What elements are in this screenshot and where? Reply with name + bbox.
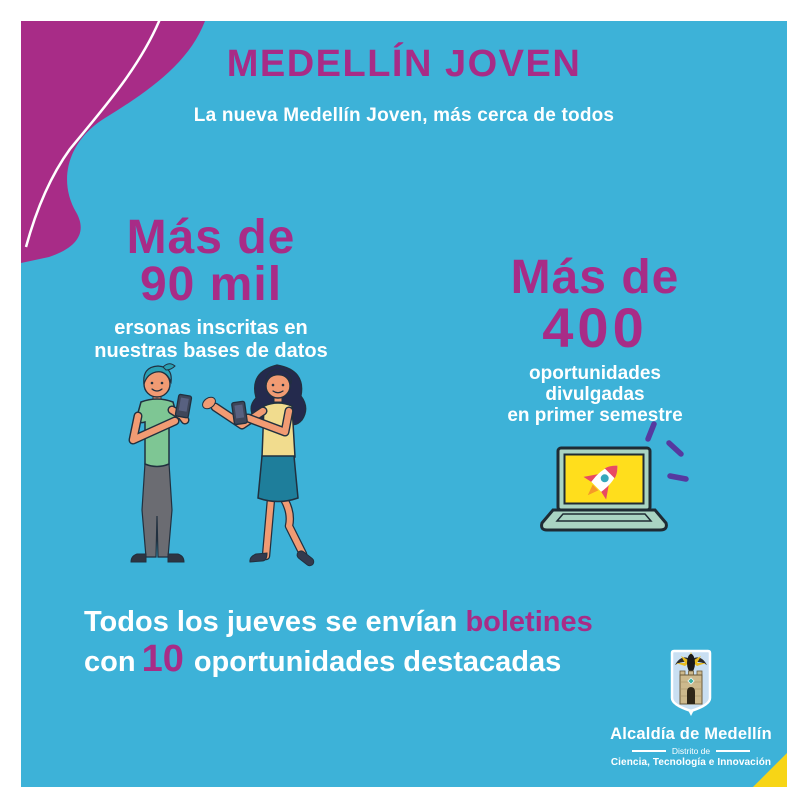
footer-line-2: con 10 oportunidades destacadas — [84, 638, 684, 681]
footer-highlight-number: 10 — [141, 638, 184, 680]
stat-desc-line: oportunidades — [529, 363, 661, 384]
sparkle-dashes-icon — [645, 421, 689, 482]
magenta-corner-blob-icon — [21, 21, 205, 263]
stat-desc-line: ersonas inscritas en — [114, 317, 308, 339]
stat-registered-people: Más de 90 mil ersonas inscritas en nuest… — [61, 211, 361, 363]
page-subtitle: La nueva Medellín Joven, más cerca de to… — [193, 105, 615, 126]
man-phone — [174, 393, 193, 419]
alcaldia-logo: Alcaldía de Medellín Distrito de Ciencia… — [606, 648, 776, 768]
footer-line-1: Todos los jueves se envían boletines — [84, 604, 684, 641]
people-with-phones-icon — [128, 363, 315, 567]
footer-highlight-boletines: boletines — [465, 606, 593, 638]
stat-value: 400 — [542, 296, 648, 359]
footer-text-part: Todos los jueves se envían — [84, 606, 458, 638]
page-title: MEDELLÍN JOVEN — [226, 43, 582, 85]
logo-department: Ciencia, Tecnología e Innovación — [610, 757, 772, 768]
rocket-icon — [583, 465, 618, 500]
stat-description: ersonas inscritas en nuestras bases de d… — [61, 317, 361, 363]
stat-description: oportunidades divulgadas en primer semes… — [465, 363, 725, 426]
rule-left — [631, 750, 666, 752]
woman-phone — [231, 400, 248, 426]
woman-figure — [202, 364, 315, 567]
infographic-card: MEDELLÍN JOVEN La nueva Medellín Joven, … — [21, 21, 787, 787]
stat-desc-line: nuestras bases de datos — [94, 340, 328, 362]
logo-org-name: Alcaldía de Medellín — [610, 725, 772, 743]
stat-intro: Más de — [510, 251, 680, 304]
stat-desc-line: en primer semestre — [507, 405, 683, 426]
yellow-corner-triangle-icon — [753, 753, 787, 787]
footer-message: Todos los jueves se envían boletines con… — [84, 604, 684, 681]
city-crest-icon — [670, 649, 712, 716]
laptop-rocket-icon — [540, 421, 689, 532]
stat-value: 90 mil — [139, 258, 283, 311]
man-figure — [128, 363, 193, 563]
rule-right — [716, 750, 751, 752]
footer-text-part: con — [84, 646, 136, 678]
logo-district-label: Distrito de — [671, 746, 711, 756]
logo-district-row: Distrito de — [606, 746, 776, 756]
stat-desc-line: divulgadas — [545, 384, 645, 405]
stat-opportunities: Más de 400 oportunidades divulgadas en p… — [465, 251, 725, 427]
footer-text-part: oportunidades destacadas — [193, 646, 562, 678]
stat-intro: Más de — [126, 211, 296, 264]
